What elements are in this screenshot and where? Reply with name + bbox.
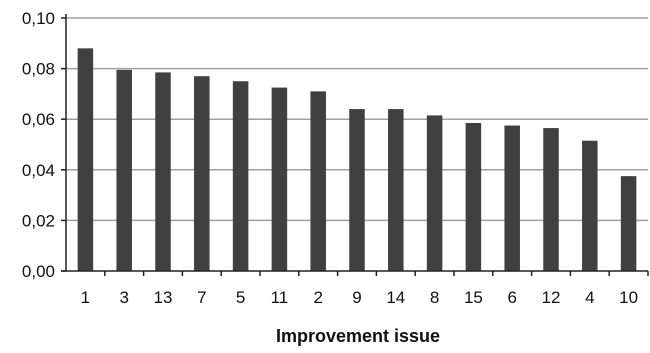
y-tick-label: 0,06 (22, 110, 55, 129)
x-tick-label: 5 (236, 288, 245, 307)
bar-12 (543, 128, 559, 271)
x-tick-label: 11 (271, 288, 289, 307)
x-tick-label: 1 (81, 288, 90, 307)
bar-5 (232, 81, 249, 271)
bar-14 (388, 109, 404, 271)
y-tick-label: 0,10 (22, 9, 55, 28)
bar-15 (465, 122, 482, 272)
x-tick-label: 13 (154, 288, 173, 307)
x-tick-label: 12 (542, 288, 561, 307)
y-tick-label: 0,04 (22, 161, 55, 180)
x-tick-label: 3 (119, 288, 128, 307)
y-tick-labels: 0,00 0,02 0,04 0,06 0,08 0,10 (22, 9, 55, 281)
bar-9 (349, 109, 365, 271)
x-tick-label: 7 (197, 288, 206, 307)
y-tick-label: 0,00 (22, 262, 55, 281)
bar-13 (155, 72, 171, 272)
bar-8 (426, 115, 443, 271)
bar-10 (620, 176, 637, 271)
x-tick-label: 14 (386, 288, 405, 307)
x-tick-labels: 1 3 13 7 5 11 2 9 14 8 15 6 12 4 10 (81, 288, 638, 307)
x-tick-label: 15 (464, 288, 483, 307)
y-tick-label: 0,08 (22, 60, 55, 79)
bar-4 (582, 140, 598, 271)
x-tick-label: 2 (313, 288, 322, 307)
y-tick-label: 0,02 (22, 211, 55, 230)
x-tick-label: 8 (430, 288, 439, 307)
bars (77, 48, 637, 272)
bar-1 (77, 48, 94, 271)
x-tick-label: 9 (352, 288, 361, 307)
bar-3 (116, 69, 132, 272)
bar-6 (504, 125, 520, 272)
x-axis-label: Improvement issue (276, 326, 440, 346)
bar-11 (271, 87, 288, 271)
x-tick-label: 10 (619, 288, 638, 307)
bar-7 (194, 76, 210, 271)
x-tick-label: 4 (585, 288, 594, 307)
x-tick-label: 6 (507, 288, 516, 307)
axes (61, 14, 649, 276)
bar-2 (310, 91, 326, 272)
